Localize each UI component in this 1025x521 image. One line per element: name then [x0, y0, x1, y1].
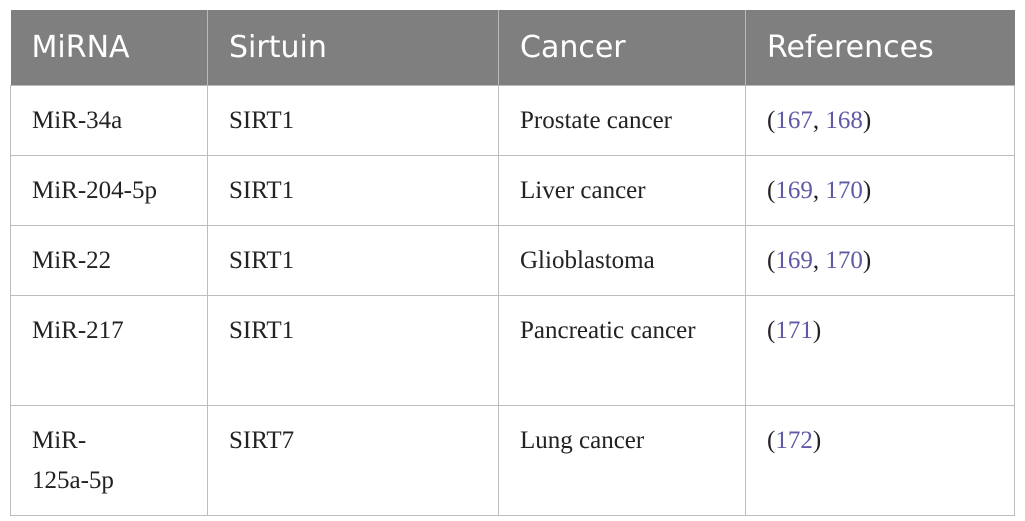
- cell-mirna: MiR-217: [10, 295, 208, 406]
- reference-link[interactable]: 170: [825, 247, 863, 274]
- cell-references: (167, 168): [745, 85, 1015, 156]
- cell-references: (169, 170): [745, 155, 1015, 226]
- mirna-sirtuin-table: MiRNA Sirtuin Cancer References MiR-34a …: [10, 10, 1015, 516]
- reference-link[interactable]: 170: [825, 177, 863, 204]
- table-row: MiR- 125a-5p SIRT7 Lung cancer (172): [10, 405, 1015, 516]
- cell-sirtuin: SIRT1: [207, 155, 499, 226]
- table-row: MiR-217 SIRT1 Pancreatic cancer (171): [10, 295, 1015, 406]
- header-references: References: [745, 10, 1015, 86]
- table-header-row: MiRNA Sirtuin Cancer References: [10, 10, 1015, 86]
- cell-sirtuin: SIRT1: [207, 225, 499, 296]
- reference-link[interactable]: 171: [775, 317, 813, 344]
- header-sirtuin: Sirtuin: [207, 10, 499, 86]
- table-row: MiR-22 SIRT1 Glioblastoma (169, 170): [10, 225, 1015, 296]
- reference-link[interactable]: 168: [825, 107, 863, 134]
- table-row: MiR-204-5p SIRT1 Liver cancer (169, 170): [10, 155, 1015, 226]
- cell-cancer: Liver cancer: [498, 155, 746, 226]
- header-mirna: MiRNA: [10, 10, 208, 86]
- cell-sirtuin: SIRT1: [207, 295, 499, 406]
- reference-link[interactable]: 172: [775, 427, 813, 454]
- cell-mirna: MiR-34a: [10, 85, 208, 156]
- reference-link[interactable]: 169: [775, 247, 813, 274]
- cell-cancer: Pancreatic cancer: [498, 295, 746, 406]
- header-cancer: Cancer: [498, 10, 746, 86]
- cell-sirtuin: SIRT7: [207, 405, 499, 516]
- cell-references: (169, 170): [745, 225, 1015, 296]
- cell-sirtuin: SIRT1: [207, 85, 499, 156]
- table-row: MiR-34a SIRT1 Prostate cancer (167, 168): [10, 85, 1015, 156]
- cell-cancer: Lung cancer: [498, 405, 746, 516]
- cell-mirna: MiR-204-5p: [10, 155, 208, 226]
- cell-references: (172): [745, 405, 1015, 516]
- reference-link[interactable]: 167: [775, 107, 813, 134]
- cell-cancer: Prostate cancer: [498, 85, 746, 156]
- cell-mirna: MiR- 125a-5p: [10, 405, 208, 516]
- cell-cancer: Glioblastoma: [498, 225, 746, 296]
- cell-mirna: MiR-22: [10, 225, 208, 296]
- cell-references: (171): [745, 295, 1015, 406]
- reference-link[interactable]: 169: [775, 177, 813, 204]
